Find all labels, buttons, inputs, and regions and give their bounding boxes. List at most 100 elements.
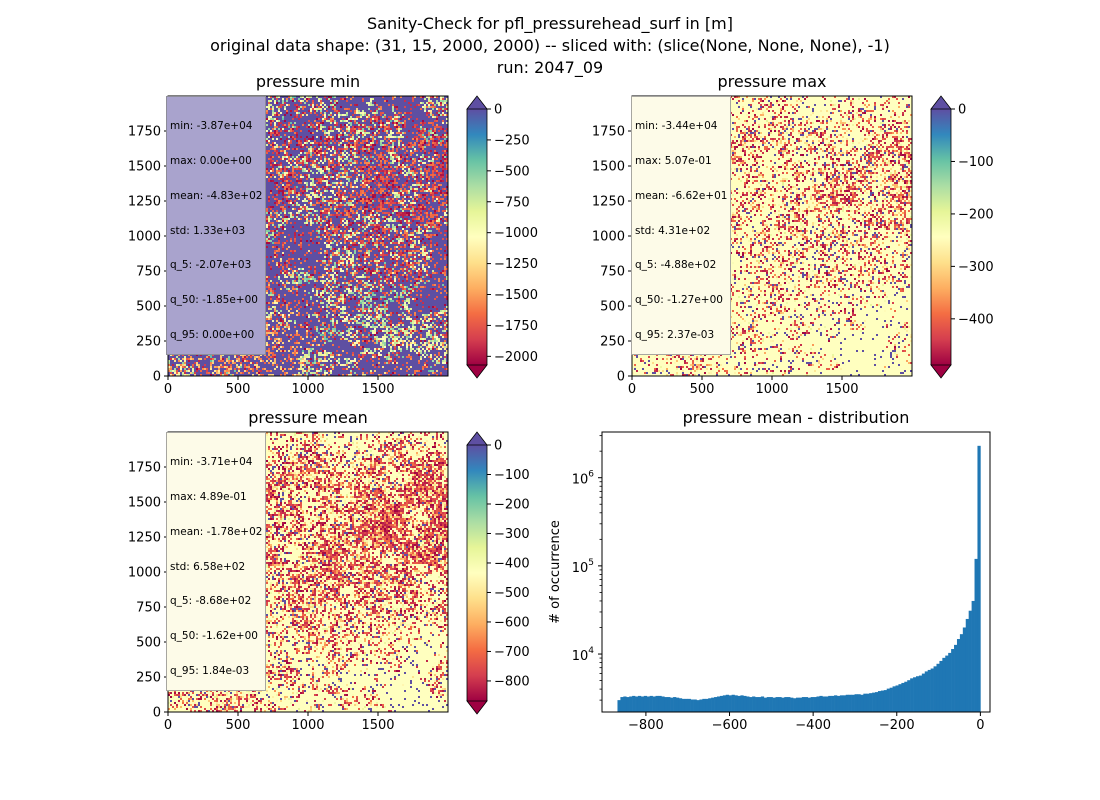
heatmap-layer <box>168 96 912 712</box>
histogram-bar <box>763 697 768 712</box>
histogram-bar <box>898 684 902 712</box>
histogram-bar <box>632 695 636 712</box>
colorbar-mean <box>467 445 487 701</box>
histogram-bar <box>822 696 826 712</box>
histogram-bar <box>646 696 650 712</box>
y-tick-label: 750 <box>600 265 625 280</box>
histogram-bar <box>775 697 779 712</box>
histogram-bar <box>907 680 911 712</box>
panel-title-max: pressure max <box>717 72 827 91</box>
histogram-bar <box>942 657 946 712</box>
histogram-bar <box>769 697 773 712</box>
histogram-bar <box>889 687 893 712</box>
colorbar-tick-label: −1750 <box>494 319 538 334</box>
histogram-bar <box>728 695 732 712</box>
histogram-bar <box>921 673 926 712</box>
histogram-bar <box>629 696 633 712</box>
stats-box-min: min: -3.87e+04 max: 0.00e+00 mean: -4.83… <box>166 96 267 356</box>
stats-line: q_50: -1.27e+00 <box>635 294 723 307</box>
histogram-bar <box>652 696 656 712</box>
histogram-bar <box>913 677 917 712</box>
stats-line: q_95: 1.84e-03 <box>170 664 250 677</box>
histogram-bar <box>836 695 841 712</box>
histogram-x-tick-label: −200 <box>879 718 915 733</box>
panel-title-min: pressure min <box>255 72 361 91</box>
colorbar-tick-label: −2000 <box>494 350 538 365</box>
histogram-bar <box>936 663 940 712</box>
histogram-bar <box>866 693 870 712</box>
stats-line: q_5: -8.68e+02 <box>170 595 252 608</box>
y-tick-label: 500 <box>136 636 161 651</box>
stats-line: q_50: -1.85e+00 <box>170 294 258 307</box>
colorbar-tick-label: −800 <box>494 674 530 689</box>
histogram-bar <box>930 668 934 712</box>
colorbar-tick-label: −200 <box>494 497 530 512</box>
histogram-y-tick-label: 106 <box>572 470 595 488</box>
histogram-bar <box>667 697 671 712</box>
stats-line: q_50: -1.62e+00 <box>170 630 258 643</box>
histogram-bar <box>924 671 929 712</box>
histogram-bar <box>664 697 668 712</box>
colorbar-tick-label: −100 <box>958 155 994 170</box>
x-tick-label: 0 <box>164 718 172 733</box>
histogram-bar <box>842 695 847 712</box>
histogram-bar <box>772 697 776 712</box>
histogram-bar <box>719 695 724 712</box>
y-tick-label: 1250 <box>128 195 161 210</box>
colorbar-tick-label: −750 <box>494 195 530 210</box>
stats-box-max: min: -3.44e+04 max: 5.07e-01 mean: -6.62… <box>631 96 732 356</box>
histogram-bar <box>752 696 756 712</box>
histogram-bar <box>716 696 721 712</box>
histogram-x-tick-label: −600 <box>712 718 748 733</box>
colorbar-tick-label: 0 <box>494 439 502 454</box>
stats-box-mean: min: -3.71e+04 max: 4.89e-01 mean: -1.78… <box>166 432 267 692</box>
histogram-bar <box>869 693 873 712</box>
stats-line: std: 4.31e+02 <box>635 224 711 237</box>
histogram-bar <box>939 660 943 712</box>
histogram-bar <box>801 697 806 712</box>
x-tick-label: 1000 <box>755 382 788 397</box>
histogram-bar <box>617 700 621 712</box>
histogram-bar <box>743 695 747 712</box>
histogram-bar <box>875 692 879 712</box>
colorbar-extend-top <box>466 95 488 110</box>
histogram-bar <box>637 695 642 712</box>
histogram-bar <box>918 675 923 712</box>
stats-line: q_95: 0.00e+00 <box>170 328 255 341</box>
histogram-bar <box>834 695 838 712</box>
colorbar-tick-label: −500 <box>494 164 530 179</box>
colorbar-extend-top <box>930 95 952 110</box>
y-tick-label: 0 <box>153 706 161 721</box>
histogram-bar <box>702 698 706 712</box>
y-tick-label: 1500 <box>592 160 625 175</box>
histogram-axes-frame <box>601 431 991 713</box>
histogram-bar <box>731 694 735 712</box>
histogram-bar <box>708 698 712 712</box>
histogram-bar <box>737 695 741 712</box>
histogram-x-tick-label: −800 <box>628 718 664 733</box>
stats-line: q_95: 2.37e-03 <box>635 328 715 341</box>
histogram-bar <box>965 618 969 712</box>
histogram-bar <box>883 690 888 712</box>
histogram-bar <box>848 694 852 712</box>
y-tick-label: 500 <box>600 300 625 315</box>
y-tick-label: 1000 <box>128 230 161 245</box>
x-tick-label: 0 <box>628 382 636 397</box>
x-tick-label: 1000 <box>291 718 324 733</box>
histogram-bar <box>714 697 718 712</box>
histogram-bar <box>755 697 759 712</box>
figure-title-line-3: run: 2047_09 <box>496 58 604 77</box>
y-tick-label: 0 <box>617 370 625 385</box>
colorbar-max <box>931 109 951 365</box>
x-tick-label: 1500 <box>361 718 394 733</box>
x-tick-label: 500 <box>226 718 251 733</box>
stats-line: mean: -1.78e+02 <box>170 525 263 538</box>
histogram-bar <box>793 698 797 712</box>
histogram-bar <box>872 692 876 712</box>
histogram-bar <box>725 694 729 712</box>
histogram-bar <box>948 652 952 712</box>
colorbar-tick-label: −100 <box>494 468 530 483</box>
histogram-bar <box>749 697 753 712</box>
histogram-bar <box>839 695 844 712</box>
histogram-bar <box>626 697 630 712</box>
